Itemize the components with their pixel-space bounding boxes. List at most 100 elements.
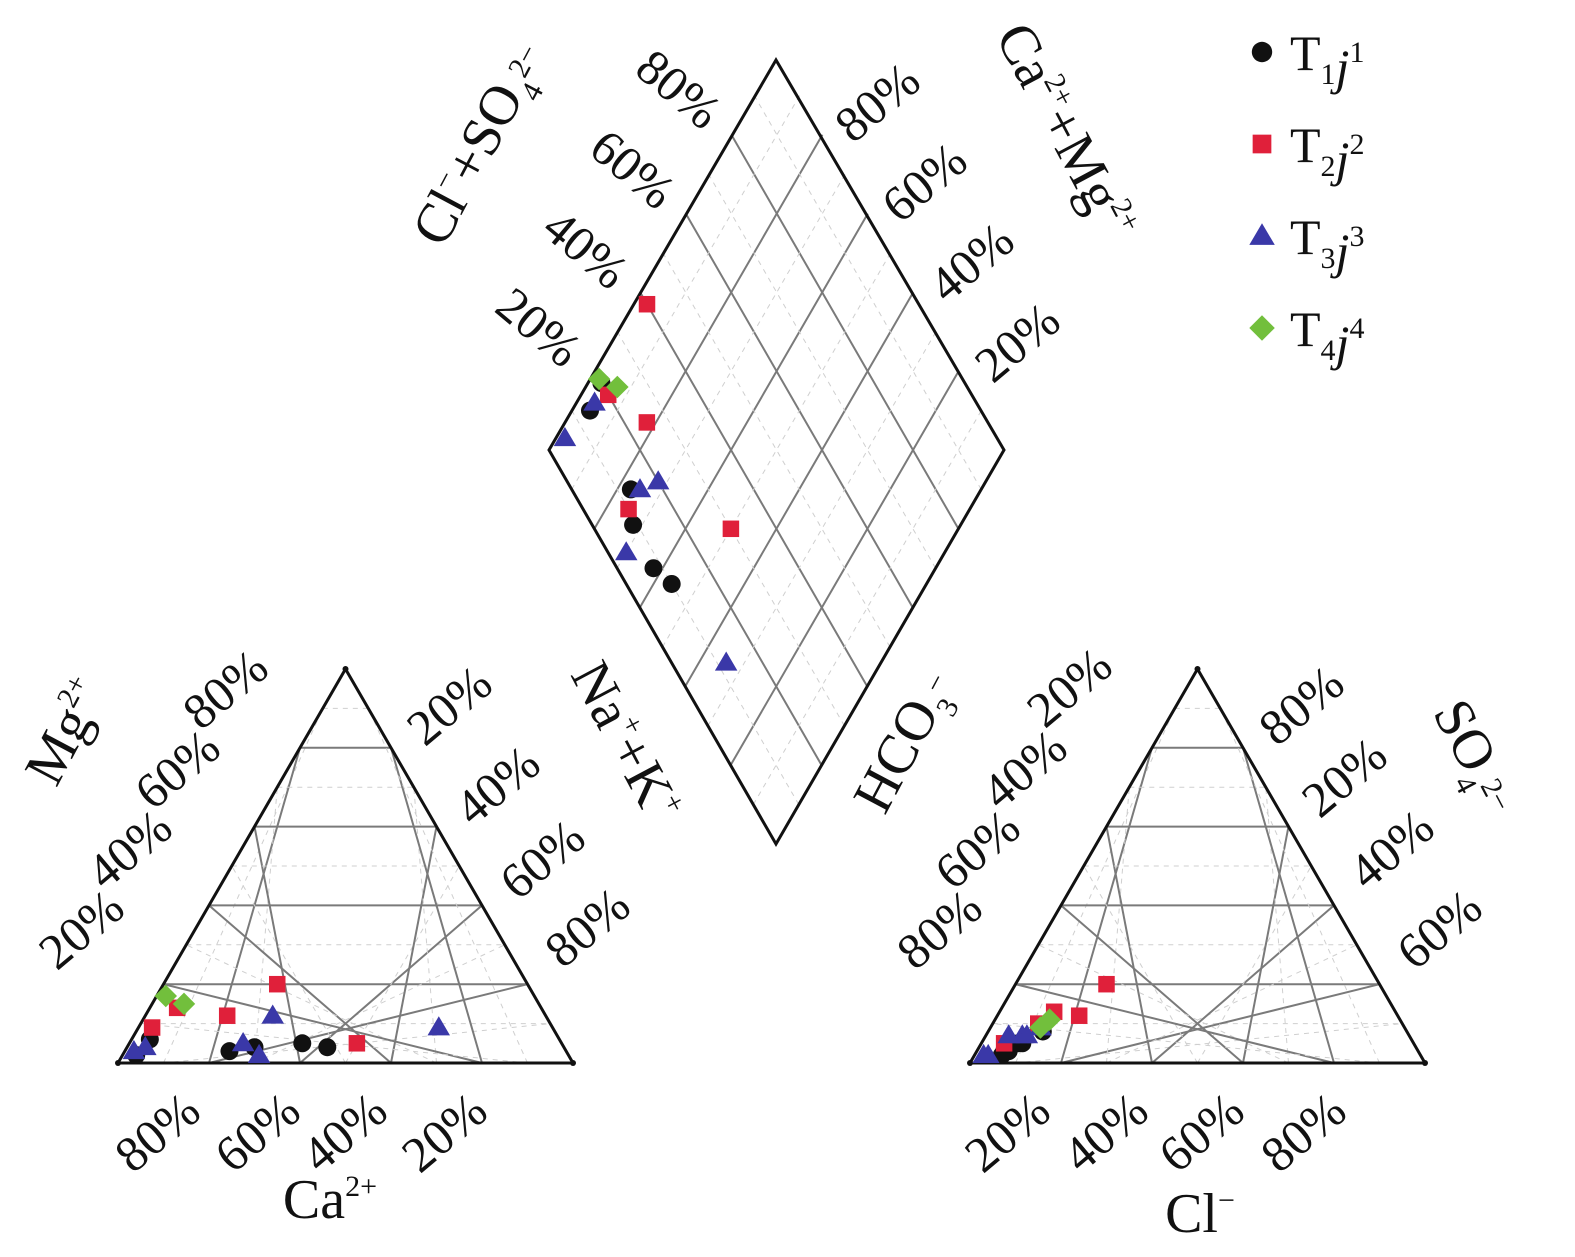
cation-triangle-outline — [115, 665, 576, 1065]
point-T4j4-diamond — [606, 375, 629, 399]
point-T3j3-cation — [134, 1036, 157, 1056]
cation-triangle-gridline — [253, 826, 301, 1064]
hco3-tick-label: 80% — [886, 878, 992, 980]
cation-triangle-gridline — [254, 944, 506, 1064]
axis-titles: Ca2+ Mg2+ Na++K+ Cl− HCO3− SO42− Cl−+SO42− Ca2+… — [13, 13, 1531, 1245]
anion-triangle-gridline — [1060, 904, 1244, 1064]
data-points — [122, 295, 1115, 1065]
point-T3j3-cation — [231, 1032, 255, 1052]
anion-triangle-gridline — [1106, 944, 1358, 1064]
anion-triangle-gridline — [1265, 787, 1289, 1064]
cation-triangle-gridline — [186, 944, 437, 1064]
anion-triangle-vertex-dot — [1194, 665, 1201, 672]
point-T2j2-anion — [1098, 975, 1115, 993]
cl-tick-label: 60% — [1148, 1081, 1254, 1183]
diamond-gridline — [616, 173, 846, 569]
so4-tick-label: 20% — [1291, 726, 1397, 828]
diamond-left-tick-label: 40% — [533, 198, 639, 300]
point-T2j2-cation — [269, 975, 286, 993]
hco3-tick-label: 20% — [1016, 636, 1122, 738]
cation-triangle-gridline — [390, 826, 438, 1064]
anion-triangle-gridline — [1083, 865, 1198, 1064]
diamond-right-tick-label: 80% — [824, 51, 930, 153]
point-T4j4-anion — [1029, 1016, 1052, 1039]
point-T4j4-cation — [172, 992, 196, 1016]
cation-triangle-gridline — [163, 983, 483, 1064]
nak-axis-title: Na++K+ — [558, 651, 693, 831]
cation-triangle-vertex-dot — [342, 665, 349, 672]
diamond-left-tick-label: 80% — [626, 38, 732, 140]
anion-triangle-gridline — [1060, 983, 1380, 1064]
point-T1j1-cation — [220, 1042, 239, 1061]
so4-tick-label: 40% — [1338, 798, 1444, 900]
point-T1j1-diamond — [644, 559, 663, 578]
point-T1j1-diamond — [624, 515, 643, 534]
anion-triangle-gridline — [1242, 747, 1335, 1064]
point-T3j3-cation — [427, 1016, 450, 1036]
ca-tick-label: 60% — [204, 1081, 310, 1183]
ca-axis-title: Ca2+ — [283, 1169, 377, 1231]
cl-axis-title: Cl− — [1165, 1183, 1235, 1245]
legend-label-T4j4: T4j4 — [1290, 301, 1364, 371]
cl-tick-label: 40% — [1052, 1081, 1158, 1183]
cation-triangle-vertex-dot — [115, 1060, 121, 1066]
diamond-right-tick-label: 40% — [918, 211, 1024, 313]
anion-triangle-vertex-dot — [967, 1060, 973, 1066]
diamond-right-axis-title: Ca2++Mg2+ — [983, 13, 1148, 250]
point-T2j2-diamond — [722, 520, 740, 538]
ca-tick-label: 20% — [391, 1081, 497, 1183]
point-T3j3-cation — [247, 1043, 271, 1063]
point-T3j3-anion — [972, 1043, 995, 1063]
point-T3j3-cation — [261, 1004, 284, 1024]
frame-layer — [115, 57, 1428, 1066]
point-T2j2-anion — [1070, 1007, 1088, 1024]
cl-tick-label: 20% — [954, 1081, 1060, 1183]
point-T1j1-cation — [318, 1038, 337, 1057]
anion-triangle-gridline — [1038, 944, 1289, 1064]
diamond-outline — [547, 57, 1006, 847]
anion-triangle-outline — [967, 665, 1428, 1065]
point-T3j3-diamond — [646, 470, 670, 490]
point-T2j2-diamond — [638, 295, 656, 313]
ca-tick-label: 80% — [104, 1081, 210, 1183]
point-T2j2-cation — [218, 1007, 236, 1024]
nak-tick-label: 40% — [444, 734, 550, 836]
legend: T1j1 T2j2 T3j3 T4j4 — [1249, 25, 1364, 371]
nak-tick-label: 60% — [489, 808, 595, 910]
cl-tick-label: 80% — [1250, 1081, 1356, 1183]
legend-marker-T3j3 — [1249, 223, 1275, 245]
grid-layer — [140, 95, 1403, 1064]
cation-triangle-gridline — [345, 865, 460, 1064]
point-T3j3-diamond — [628, 478, 652, 498]
legend-marker-T2j2 — [1252, 134, 1272, 154]
point-T3j3-diamond — [553, 426, 577, 447]
diamond-right-tick-label: 60% — [871, 131, 977, 233]
anion-triangle-gridline — [1219, 708, 1380, 1064]
point-T3j3-diamond — [714, 651, 738, 671]
point-T3j3-anion — [997, 1024, 1020, 1044]
point-T2j2-cation — [143, 1019, 161, 1036]
anion-triangle-gridline — [1197, 865, 1312, 1064]
diamond-gridline — [708, 173, 937, 569]
point-T4j4-cation — [154, 984, 177, 1008]
cation-triangle-gridline — [367, 708, 528, 1064]
mg-axis-title: Mg2+ — [13, 669, 119, 795]
point-T2j2-diamond — [620, 500, 637, 518]
nak-tick-label: 20% — [396, 654, 502, 756]
so4-tick-label: 60% — [1386, 878, 1492, 980]
so4-tick-label: 80% — [1248, 654, 1354, 756]
legend-marker-T1j1 — [1251, 41, 1273, 63]
legend-label-T3j3: T3j3 — [1290, 209, 1364, 279]
diamond-left-axis-title: Cl−+SO42− — [400, 32, 565, 259]
point-T2j2-diamond — [638, 414, 656, 431]
legend-marker-T4j4 — [1249, 315, 1275, 341]
point-T3j3-anion — [1015, 1024, 1039, 1044]
diamond-left-tick-label: 60% — [580, 118, 686, 220]
diamond-gridline — [707, 331, 937, 727]
cation-triangle-gridline — [231, 865, 346, 1064]
nak-tick-label: 80% — [534, 876, 640, 978]
so4-axis-title: SO42− — [1414, 690, 1531, 828]
point-T3j3-diamond — [583, 391, 606, 411]
anion-triangle-gridline — [1106, 787, 1130, 1064]
